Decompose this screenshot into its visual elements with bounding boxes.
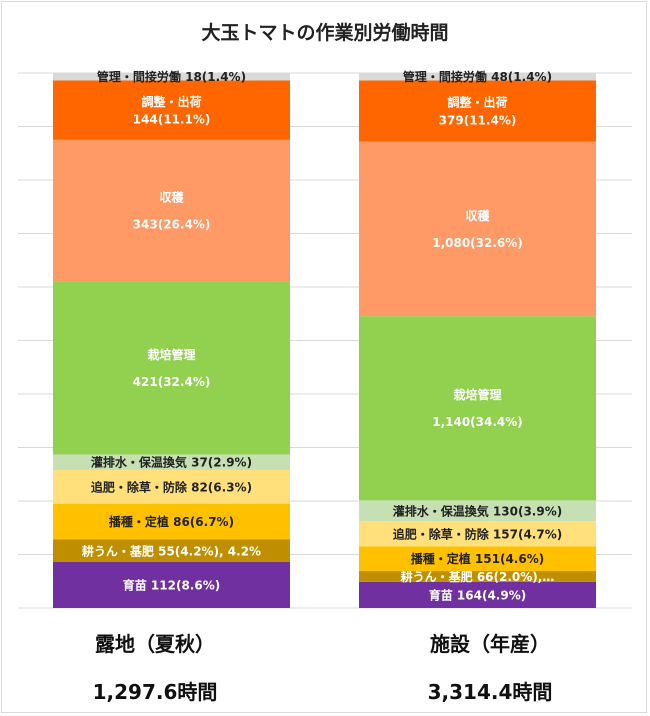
data-label: 収穫 [465,208,490,223]
total-label-1: 1,297.6時間 [92,680,218,704]
data-label: 耕うん・基肥 55(4.2%), 4.2% [82,543,261,558]
category-label-2: 施設（年産） [430,632,550,656]
bar-segment [53,80,290,140]
bar-segment [359,571,596,582]
bar-segment [53,503,290,540]
data-label: 1,140(34.4%) [432,415,523,429]
bar-segment [359,546,596,572]
data-label: 379(11.4%) [439,114,517,128]
data-label: 追肥・除草・防除 157(4.7%) [393,526,562,541]
bar-segment [359,521,596,547]
data-label: 421(32.4%) [133,375,211,389]
bar-segment [53,539,290,562]
data-label: 1,080(32.6%) [432,236,523,250]
bar-segment [359,73,596,81]
data-label: 144(11.1%) [133,113,211,127]
data-label: 調整・出荷 [141,94,201,109]
data-label: 灌排水・保温換気 37(2.9%) [90,455,252,470]
total-label-2: 3,314.4時間 [427,680,553,704]
bar-segment [359,316,596,501]
data-label: 耕うん・基肥 66(2.0%),… [401,569,555,584]
bar-segment [53,139,290,282]
bar-segment [53,281,290,455]
bar-segment [359,141,596,317]
data-label: 育苗 112(8.6%) [123,577,220,592]
bar-segment [53,561,290,608]
bar-segment [359,581,596,608]
bar-segment [53,454,290,470]
data-label: 343(26.4%) [133,217,211,231]
bar-segment [359,80,596,142]
data-label: 播種・定植 151(4.6%) [411,551,544,566]
data-label: 育苗 164(4.9%) [429,587,526,602]
data-label: 灌排水・保温換気 130(3.9%) [392,503,562,518]
data-label: 追肥・除草・防除 82(6.3%) [91,479,252,494]
chart-title: 大玉トマトの作業別労働時間 [201,22,449,44]
data-label: 管理・間接労働 48(1.4%) [403,69,552,84]
data-label: 収穫 [159,189,184,204]
data-label: 管理・間接労働 18(1.4%) [97,69,246,84]
bar-segment [53,469,290,504]
data-label: 播種・定植 86(6.7%) [109,514,234,529]
data-label: 栽培管理 [147,347,195,362]
bar-segment [359,500,596,522]
category-label-1: 露地（夏秋） [95,632,215,656]
data-label: 調整・出荷 [447,94,507,109]
data-label: 栽培管理 [453,387,501,402]
bar-segment [53,73,290,81]
